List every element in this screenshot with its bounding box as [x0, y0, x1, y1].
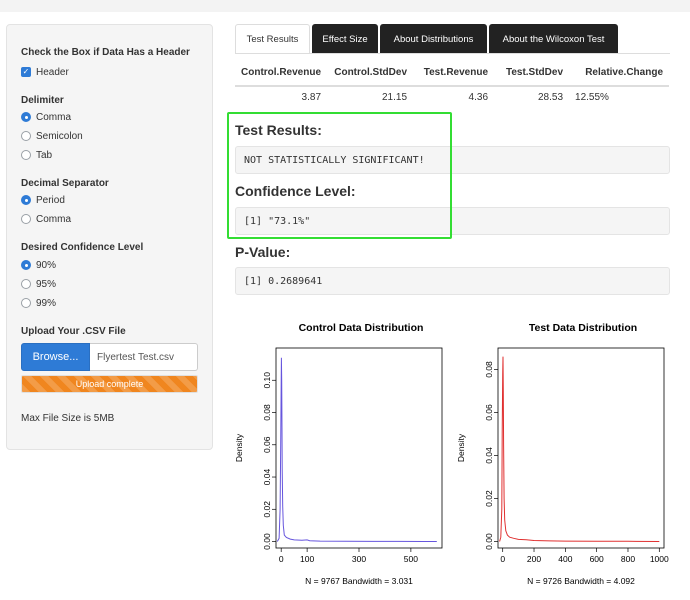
table-cell: 12.55% [575, 92, 609, 103]
test-results-output: NOT STATISTICALLY SIGNIFICANT! [235, 146, 670, 174]
y-axis-label: Density [456, 433, 466, 462]
density-line [276, 357, 437, 542]
x-tick-label: 500 [404, 554, 418, 564]
y-tick-label: 0.00 [262, 533, 272, 550]
file-name-field[interactable]: Flyertest Test.csv [90, 343, 198, 371]
x-tick-label: 0 [279, 554, 284, 564]
summary-table: Control.Revenue Control.StdDev Test.Reve… [235, 60, 670, 108]
column-header: Control.StdDev [327, 60, 414, 87]
table-cell: 21.15 [381, 92, 408, 103]
x-axis-label: N = 9726 Bandwidth = 4.092 [527, 576, 635, 586]
p-value-output: [1] 0.2689641 [235, 267, 670, 295]
radio-unselected-icon [21, 150, 31, 160]
column-header: Relative.Change [569, 60, 670, 87]
radio-selected-icon [21, 260, 31, 270]
radio-label: 90% [36, 259, 57, 271]
chart-title: Control Data Distribution [299, 322, 424, 334]
radio-label: 99% [36, 297, 57, 309]
radio-label: Tab [36, 149, 53, 161]
y-tick-label: 0.08 [262, 404, 272, 421]
y-tick-label: 0.02 [484, 490, 494, 507]
y-tick-label: 0.06 [262, 436, 272, 453]
y-tick-label: 0.00 [484, 533, 494, 550]
table-cell: 3.87 [301, 92, 322, 103]
x-axis-label: N = 9767 Bandwidth = 3.031 [305, 576, 413, 586]
test-distribution-plot: Test Data Distribution 0.00 0.02 0.04 0.06 0.… [456, 322, 669, 586]
delimiter-label: Delimiter [21, 95, 64, 106]
header-group-label: Check the Box if Data Has a Header [21, 47, 190, 58]
radio-selected-icon [21, 195, 31, 205]
confidence-level-heading: Confidence Level: [235, 183, 356, 199]
radio-label: Comma [36, 111, 72, 123]
radio-unselected-icon [21, 279, 31, 289]
y-tick-label: 0.02 [262, 501, 272, 518]
confidence-label: Desired Confidence Level [21, 242, 144, 253]
radio-unselected-icon [21, 131, 31, 141]
upload-label: Upload Your .CSV File [21, 326, 126, 337]
x-tick-label: 600 [590, 554, 604, 564]
decimal-radio-comma[interactable]: Comma [21, 212, 71, 226]
column-header: Control.Revenue [235, 60, 328, 87]
plot-frame [497, 347, 665, 549]
x-tick-label: 300 [352, 554, 366, 564]
y-axis-label: Density [234, 433, 244, 462]
radio-unselected-icon [21, 298, 31, 308]
table-row: 3.87 21.15 4.36 28.53 12.55% [235, 86, 669, 108]
radio-label: Semicolon [36, 130, 83, 142]
x-tick-label: 800 [621, 554, 635, 564]
y-tick-label: 0.04 [484, 447, 494, 464]
p-value-heading: P-Value: [235, 244, 291, 260]
checkmark-icon: ✓ [21, 67, 31, 77]
column-header: Test.StdDev [494, 60, 570, 87]
table-cell: 28.53 [537, 92, 564, 103]
radio-label: Period [36, 194, 65, 206]
upload-progress-fill: Upload complete [22, 376, 197, 392]
x-tick-label: 400 [558, 554, 572, 564]
header-checkbox[interactable]: ✓ Header [21, 65, 69, 79]
radio-label: 95% [36, 278, 57, 290]
x-tick-label: 0 [500, 554, 505, 564]
confidence-radio-99[interactable]: 99% [21, 296, 56, 310]
density-line [499, 356, 660, 542]
delimiter-radio-comma[interactable]: Comma [21, 110, 71, 124]
x-tick-label: 100 [300, 554, 314, 564]
tab-bar: Test Results Effect Size About Distribut… [235, 24, 620, 54]
x-tick-label: 200 [527, 554, 541, 564]
table-cell: 4.36 [468, 92, 489, 103]
y-tick-label: 0.06 [484, 404, 494, 421]
tab-about-wilcoxon[interactable]: About the Wilcoxon Test [489, 24, 618, 54]
y-tick-label: 0.04 [262, 468, 272, 485]
delimiter-radio-tab[interactable]: Tab [21, 148, 52, 162]
y-tick-label: 0.08 [484, 361, 494, 378]
tab-divider [235, 53, 670, 54]
max-file-size-note: Max File Size is 5MB [21, 413, 115, 424]
test-results-heading: Test Results: [235, 122, 322, 138]
confidence-level-output: [1] "73.1%" [235, 207, 670, 235]
tab-test-results[interactable]: Test Results [235, 24, 310, 54]
tab-about-distributions[interactable]: About Distributions [380, 24, 487, 54]
table-header-row: Control.Revenue Control.StdDev Test.Reve… [235, 60, 670, 87]
control-distribution-plot: Control Data Distribution 0.00 0.02 0.04 0.0… [234, 322, 443, 586]
upload-progress-bar: Upload complete [21, 375, 198, 393]
header-checkbox-label: Header [36, 66, 69, 78]
browse-button[interactable]: Browse... [21, 343, 90, 371]
column-header: Test.Revenue [413, 60, 495, 87]
plot-frame [275, 347, 443, 549]
y-tick-label: 0.10 [262, 372, 272, 389]
decimal-radio-period[interactable]: Period [21, 193, 65, 207]
x-tick-label: 1000 [650, 554, 669, 564]
radio-label: Comma [36, 213, 72, 225]
decimal-label: Decimal Separator [21, 178, 109, 189]
tab-effect-size[interactable]: Effect Size [312, 24, 378, 54]
delimiter-radio-semicolon[interactable]: Semicolon [21, 129, 83, 143]
top-strip [0, 0, 690, 12]
confidence-radio-95[interactable]: 95% [21, 277, 56, 291]
confidence-radio-90[interactable]: 90% [21, 258, 56, 272]
sidebar-panel: Check the Box if Data Has a Header ✓ Hea… [6, 24, 213, 450]
radio-selected-icon [21, 112, 31, 122]
chart-title: Test Data Distribution [529, 322, 637, 334]
radio-unselected-icon [21, 214, 31, 224]
